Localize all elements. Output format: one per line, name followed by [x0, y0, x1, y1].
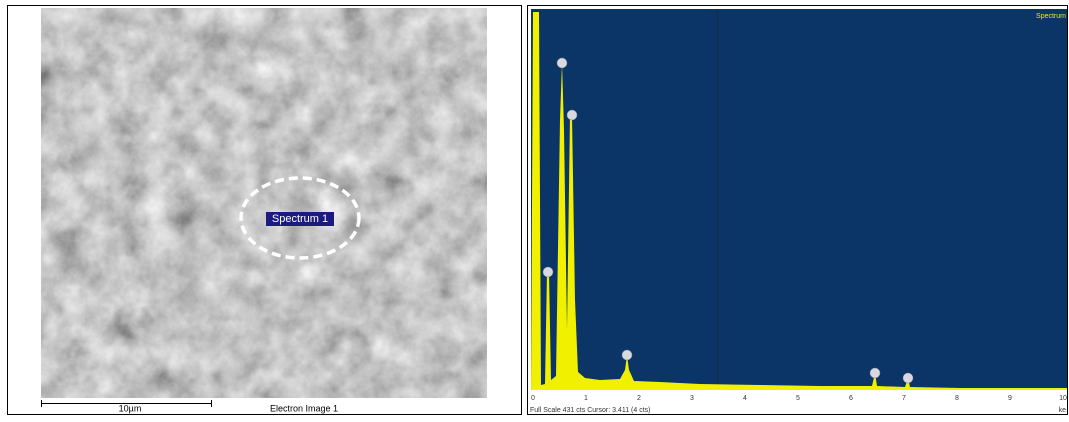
peak-marker — [542, 266, 554, 278]
x-tick-label: 8 — [955, 395, 959, 402]
x-tick-label: 0 — [531, 395, 535, 402]
x-tick-label: 9 — [1008, 395, 1012, 402]
image-caption: Electron Image 1 — [270, 403, 338, 413]
x-tick-label: 2 — [637, 395, 641, 402]
x-tick-label: 6 — [849, 395, 853, 402]
peak-marker — [556, 57, 568, 69]
x-tick-label: 4 — [743, 395, 747, 402]
peak-marker — [621, 349, 633, 361]
unit-label: ke — [1059, 407, 1067, 414]
x-tick-label: 7 — [902, 395, 906, 402]
peak-markers — [542, 57, 914, 384]
spectrum-label-bg — [266, 212, 334, 226]
x-ticks: 0 1 2 3 4 5 6 7 8 9 10 — [531, 395, 1067, 402]
x-tick-label: 1 — [584, 395, 588, 402]
plot-area — [531, 9, 1067, 390]
legend: Spectrum — [1036, 13, 1066, 20]
x-tick-label: 10 — [1059, 395, 1067, 402]
peak-marker — [902, 372, 914, 384]
x-tick-label: 5 — [796, 395, 800, 402]
scale-bar-label: 10µm — [119, 403, 142, 413]
peak-marker — [869, 367, 881, 379]
status-line: Full Scale 431 cts Cursor: 3.411 (4 cts) — [530, 407, 650, 414]
peak-marker — [566, 109, 578, 121]
spectrum-label: Spectrum 1 — [272, 213, 328, 225]
x-tick-label: 3 — [690, 395, 694, 402]
highlight-ellipse — [239, 176, 361, 260]
sem-image — [41, 8, 487, 398]
